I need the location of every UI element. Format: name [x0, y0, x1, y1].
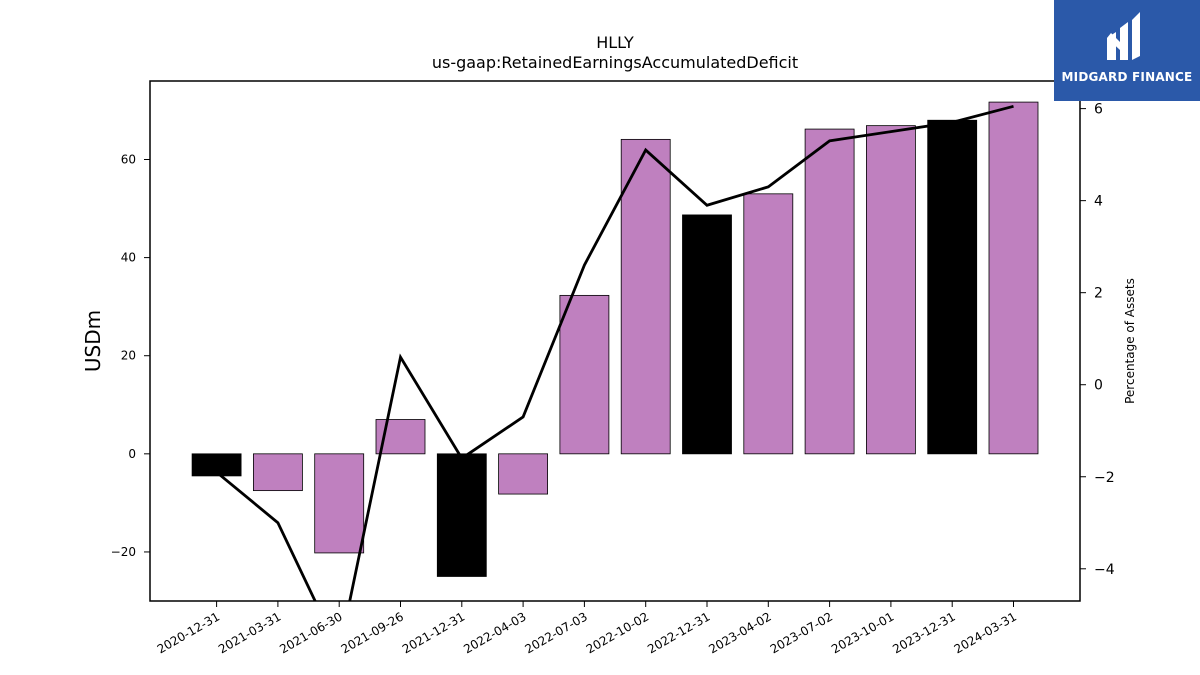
bar-2023-07-02 — [804, 128, 855, 455]
bar-2022-04-03 — [498, 453, 549, 495]
y2-tick-label: −4 — [1094, 562, 1115, 578]
bar-2021-03-31 — [252, 453, 303, 492]
bar-2022-07-03 — [559, 294, 610, 455]
x-tick-label: 2022-04-03 — [461, 609, 528, 656]
left-y-axis: −20 0 20 40 60 — [111, 152, 150, 559]
x-tick-label: 2020-12-31 — [155, 609, 222, 656]
y2-tick-label: 0 — [1094, 378, 1103, 394]
bar-2020-12-31 — [191, 453, 242, 477]
x-tick-label: 2024-03-31 — [952, 609, 1019, 656]
x-tick-label: 2021-03-31 — [216, 609, 283, 656]
y-tick-label: 20 — [121, 349, 136, 363]
y-tick-label: 40 — [121, 251, 136, 265]
y-tick-label: −20 — [111, 545, 136, 559]
y2-tick-label: 4 — [1094, 194, 1103, 210]
x-tick-label: 2023-04-02 — [706, 609, 773, 656]
logo-mark-icon — [1107, 12, 1140, 60]
x-tick-label: 2021-09-26 — [339, 609, 406, 656]
chart-title: HLLY — [596, 33, 634, 52]
x-tick-label: 2022-12-31 — [645, 609, 712, 656]
x-tick-label: 2023-07-02 — [768, 609, 835, 656]
bar-2021-06-30 — [314, 453, 365, 554]
y-axis-label: USDm — [81, 310, 105, 372]
bar-2024-03-31 — [988, 101, 1039, 455]
bar-2021-12-31 — [436, 453, 487, 577]
y-tick-label: 60 — [121, 152, 136, 166]
bar-2023-04-02 — [743, 193, 794, 455]
x-tick-label: 2021-12-31 — [400, 609, 467, 656]
bar-2023-12-31 — [927, 119, 978, 455]
y2-tick-label: 2 — [1094, 286, 1103, 302]
x-tick-label: 2023-12-31 — [890, 609, 957, 656]
y2-tick-label: −2 — [1094, 470, 1115, 486]
chart-subtitle: us-gaap:RetainedEarningsAccumulatedDefic… — [432, 53, 798, 72]
y-tick-label: 0 — [128, 447, 136, 461]
y2-axis-label: Percentage of Assets — [1123, 278, 1137, 404]
percentage-line-series — [215, 104, 1014, 601]
y2-tick-label: 6 — [1094, 102, 1103, 118]
percentage-line — [215, 104, 1014, 601]
x-axis: 2020-12-312021-03-312021-06-302021-09-26… — [155, 601, 1019, 656]
midgard-finance-logo: MIDGARD FINANCE — [1054, 0, 1200, 101]
logo-text: MIDGARD FINANCE — [1061, 70, 1193, 84]
bar-series — [191, 101, 1039, 577]
bar-2023-10-01 — [866, 125, 916, 455]
x-tick-label: 2023-10-01 — [829, 609, 896, 656]
plot-frame — [149, 80, 1081, 602]
x-tick-label: 2022-07-03 — [522, 609, 589, 656]
x-tick-label: 2022-10-02 — [584, 609, 651, 656]
bar-2022-10-02 — [620, 138, 671, 455]
x-tick-label: 2021-06-30 — [277, 609, 344, 656]
bar-2022-12-31 — [682, 214, 732, 455]
right-y-axis: −4 −2 0 2 4 6 — [1080, 102, 1115, 578]
